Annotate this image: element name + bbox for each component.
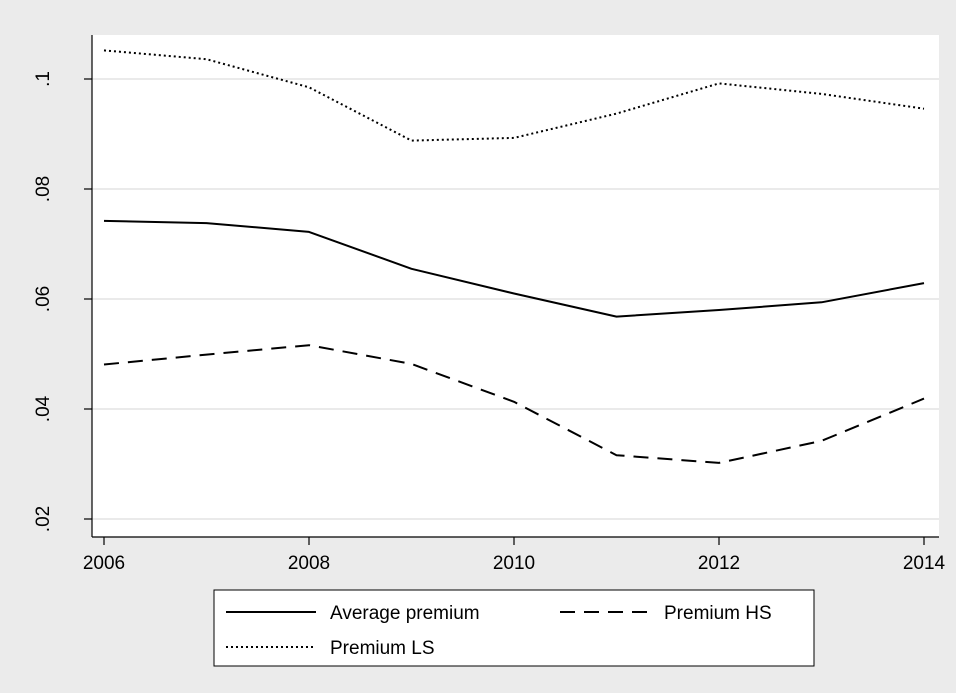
x-axis-ticks: 2006 2008 2010 2012 2014 [83, 537, 946, 574]
x-tick-label: 2010 [493, 553, 535, 574]
x-tick-label: 2012 [698, 553, 740, 574]
y-axis-ticks: .02 .04 .06 .08 .1 [33, 71, 92, 532]
y-tick-label: .04 [33, 395, 54, 422]
legend-label-average-premium: Average premium [330, 603, 480, 624]
series-line-average-premium [103, 219, 925, 318]
legend-label-premium-hs: Premium HS [664, 603, 772, 624]
plot-area [92, 35, 939, 537]
series-line-premium-hs [103, 344, 925, 464]
x-tick-label: 2008 [288, 553, 330, 574]
series-lines [103, 49, 925, 464]
legend: Average premium Premium HS Premium LS [213, 589, 815, 667]
y-tick-label: .08 [33, 176, 54, 202]
gridlines [92, 78, 939, 520]
x-tick-label: 2006 [83, 553, 125, 574]
y-tick-label: .1 [33, 71, 54, 87]
y-tick-label: .02 [33, 506, 54, 532]
legend-label-premium-ls: Premium LS [330, 638, 435, 659]
x-tick-label: 2014 [903, 553, 946, 574]
legend-box [213, 589, 815, 667]
y-tick-label: .06 [33, 286, 54, 312]
